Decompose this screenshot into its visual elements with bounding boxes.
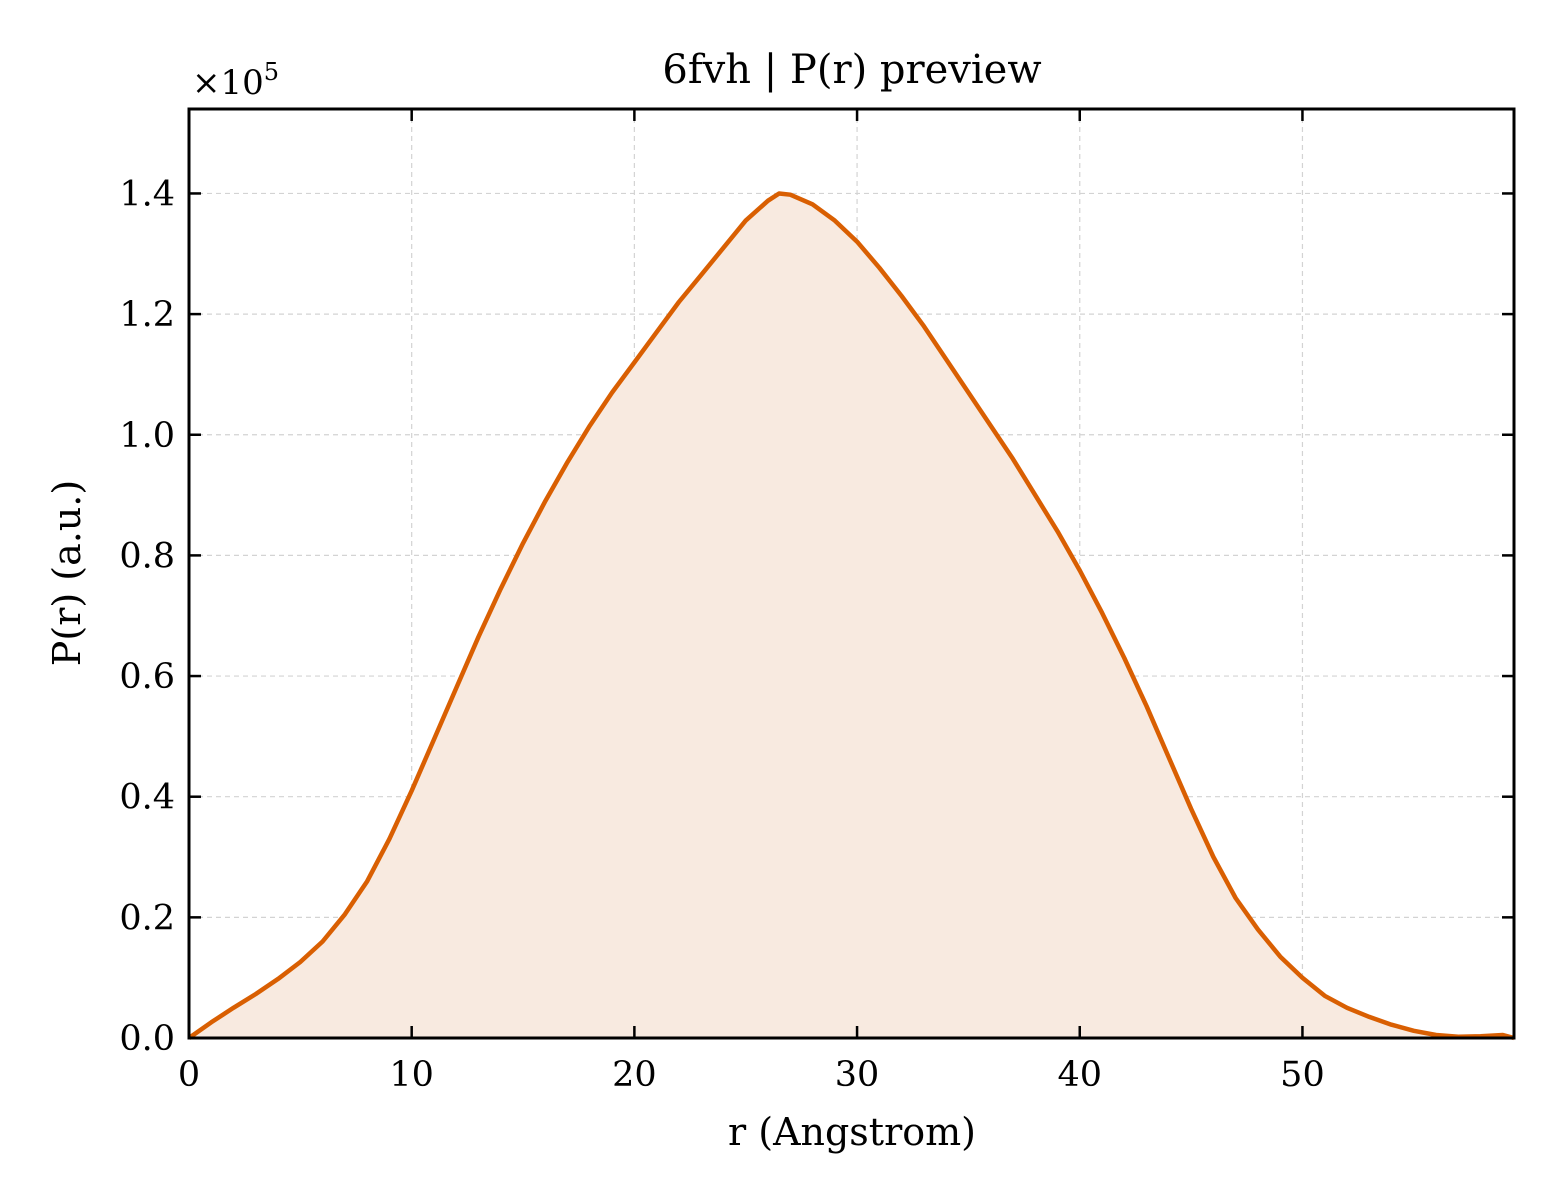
- y-axis-label: P(r) (a.u.): [45, 480, 89, 666]
- y-multiplier-base: ×10: [192, 63, 264, 103]
- y-tick-label: 1.2: [119, 295, 175, 335]
- y-tick-label: 1.0: [119, 416, 175, 456]
- y-multiplier-exponent: 5: [264, 58, 279, 86]
- y-tick-label: 0.2: [119, 898, 175, 938]
- x-tick-label: 10: [389, 1055, 434, 1095]
- ticks: 0 10 20 30 40 50 0.0 0.2 0.4 0.6 0.8 1.0 1.2 1.4: [119, 109, 1514, 1095]
- series-line: [187, 191, 1515, 1041]
- y-tick-label: 0.0: [119, 1019, 175, 1059]
- x-tick-label: 0: [178, 1055, 200, 1095]
- y-tick-label: 0.6: [119, 657, 175, 697]
- x-tick-label: 20: [612, 1055, 657, 1095]
- y-multiplier: ×105: [192, 58, 279, 103]
- y-tick-label: 1.4: [119, 174, 175, 214]
- y-tick-label: 0.8: [119, 536, 175, 576]
- x-tick-label: 30: [835, 1055, 880, 1095]
- x-axis-label: r (Angstrom): [728, 1110, 976, 1154]
- x-tick-label: 50: [1280, 1055, 1325, 1095]
- plot-frame: [187, 107, 1516, 1040]
- area-fill: [189, 193, 1514, 1038]
- y-tick-label: 0.4: [119, 778, 175, 818]
- x-tick-label: 40: [1057, 1055, 1102, 1095]
- chart-title: 6fvh | P(r) preview: [662, 47, 1041, 93]
